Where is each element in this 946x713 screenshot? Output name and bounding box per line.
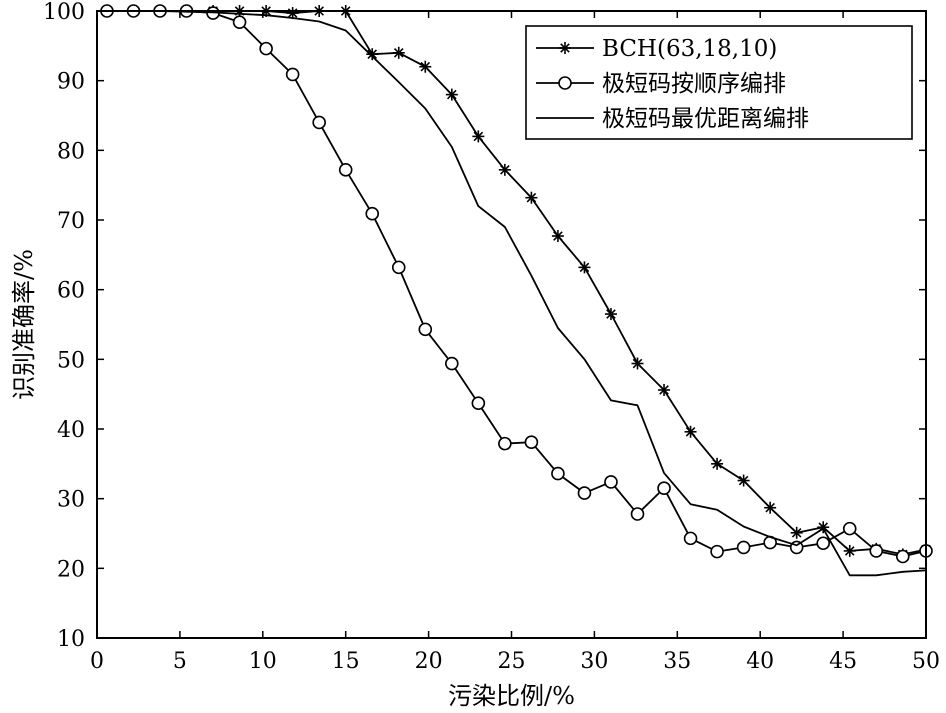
point-s1-6 (259, 41, 273, 56)
y-tick-label-7: 80 (57, 139, 85, 164)
y-axis-label: 识别准确率/% (10, 249, 38, 400)
axes-group: 0 5 10 15 20 25 30 35 40 45 50 10 20 30 40 50 60 70 80 90 10… (43, 0, 940, 674)
point-s1-9 (338, 163, 353, 177)
point-s1-18 (577, 486, 592, 500)
point-s1-10 (365, 206, 380, 221)
y-tick-label-0: 10 (57, 627, 85, 652)
legend-label-0: BCH(63,18,10) (602, 36, 777, 62)
legend-label-1: 极短码按顺序编排 (602, 71, 786, 97)
x-tick-label-7: 35 (663, 649, 691, 674)
y-tick-label-3: 40 (57, 418, 85, 443)
point-s1-28 (842, 521, 857, 536)
x-tick-label-4: 20 (415, 649, 443, 674)
point-s1-17 (551, 466, 565, 481)
point-s0-28 (843, 544, 856, 557)
point-s1-5 (232, 15, 247, 29)
point-s0-25 (764, 501, 777, 514)
y-tick-label-2: 30 (57, 488, 85, 513)
series-markers-1 (100, 4, 933, 564)
point-s0-21 (658, 383, 671, 396)
point-s1-21 (657, 481, 671, 496)
point-s1-12 (418, 322, 433, 337)
x-tick-label-5: 25 (498, 649, 526, 674)
point-s1-30 (895, 549, 910, 564)
x-tick-label-2: 10 (249, 649, 277, 674)
y-tick-label-5: 60 (57, 279, 85, 304)
point-s1-19 (604, 475, 618, 489)
y-tick-label-6: 70 (57, 209, 85, 234)
x-tick-label-9: 45 (829, 649, 857, 674)
point-s0-16 (525, 191, 538, 204)
point-s0-18 (578, 261, 591, 274)
point-s0-17 (551, 230, 564, 243)
point-s0-23 (711, 457, 724, 470)
point-s1-7 (285, 67, 300, 82)
y-tick-label-8: 90 (57, 70, 85, 95)
legend-marker-0 (559, 42, 571, 54)
point-s0-15 (498, 163, 511, 176)
legend-label-2: 极短码最优距离编排 (602, 106, 809, 132)
legend-marker-1 (558, 76, 572, 90)
point-s0-24 (737, 474, 750, 487)
point-s0-10 (366, 48, 379, 61)
x-tick-label-8: 40 (746, 649, 774, 674)
point-s0-11 (392, 46, 405, 59)
x-tick-label-3: 15 (332, 649, 360, 674)
point-s1-15 (498, 436, 512, 451)
point-s1-29 (869, 544, 884, 558)
point-s0-13 (445, 88, 458, 101)
y-tick-label-1: 20 (57, 557, 85, 582)
point-s1-11 (391, 260, 406, 275)
x-tick-label-1: 5 (173, 649, 187, 674)
x-axis-label: 污染比例/% (448, 682, 575, 710)
point-s1-14 (471, 396, 486, 411)
point-s1-24 (736, 540, 751, 555)
point-s1-23 (710, 544, 724, 559)
point-s1-13 (445, 356, 459, 371)
x-tick-label-10: 50 (912, 649, 940, 674)
point-s1-16 (524, 435, 539, 450)
y-tick-label-4: 50 (57, 348, 85, 373)
plot-frame (96, 10, 927, 639)
y-tick-label-9: 100 (43, 0, 85, 25)
x-tick-label-6: 30 (580, 649, 608, 674)
x-tick-label-0: 0 (90, 649, 104, 674)
point-s1-22 (683, 531, 698, 546)
point-s1-20 (630, 507, 645, 521)
point-s0-26 (790, 526, 803, 539)
point-s0-14 (472, 130, 485, 143)
point-s0-22 (684, 425, 697, 438)
series-line-2 (106, 10, 927, 577)
point-s1-27 (816, 536, 831, 551)
point-s1-8 (312, 115, 326, 130)
point-s0-12 (419, 60, 432, 73)
point-s0-19 (604, 308, 617, 321)
point-s0-20 (631, 357, 644, 370)
